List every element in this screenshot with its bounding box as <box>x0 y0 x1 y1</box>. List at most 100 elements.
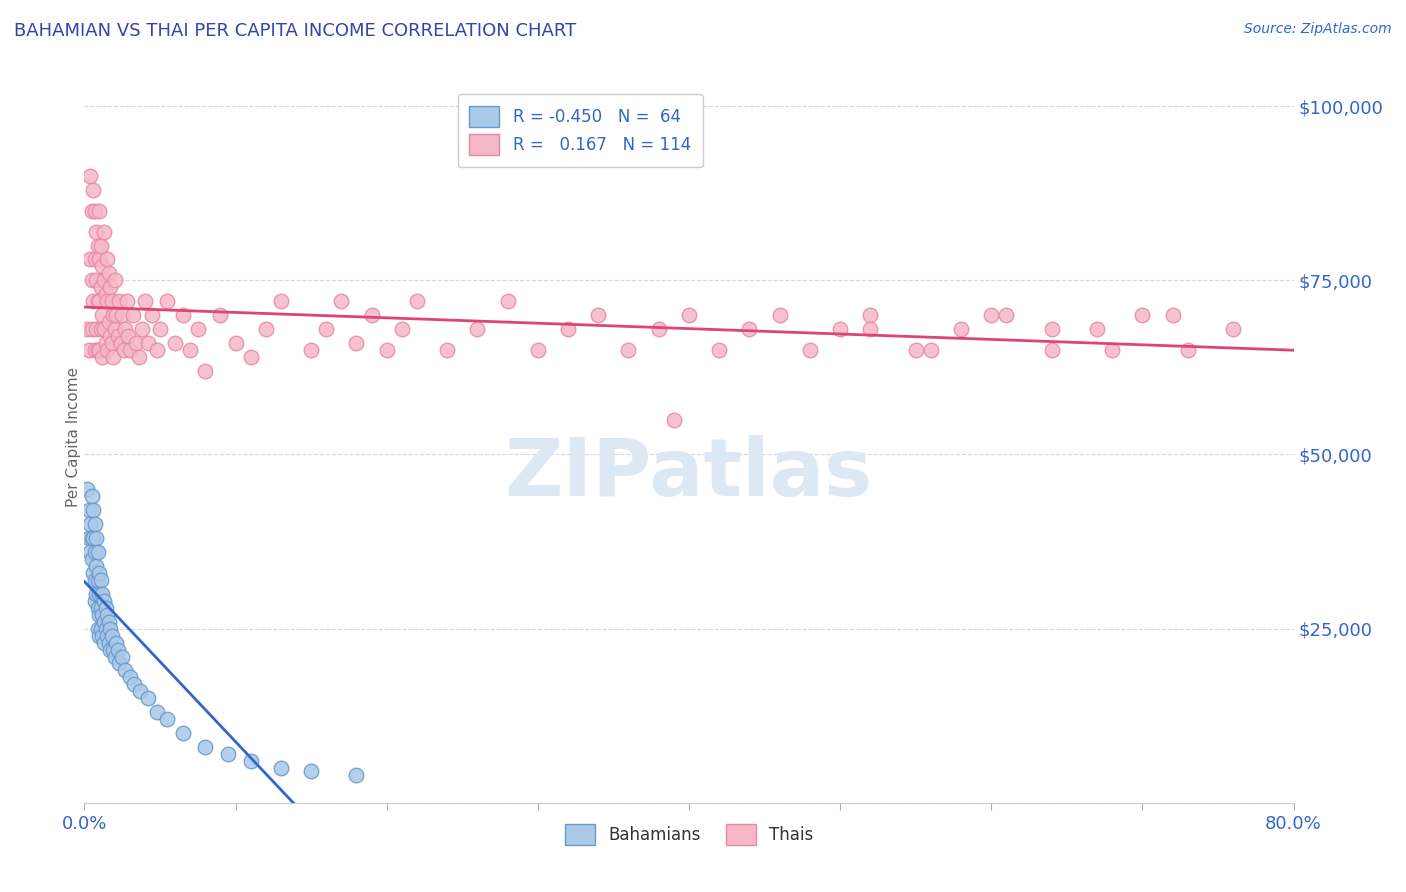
Point <box>93 635 115 649</box>
Point <box>187 322 209 336</box>
Point <box>114 664 136 678</box>
Point <box>96 607 118 622</box>
Point <box>360 308 382 322</box>
Point <box>86 531 108 545</box>
Point <box>1085 322 1108 336</box>
Point <box>118 670 141 684</box>
Point <box>87 622 110 636</box>
Point <box>830 322 852 336</box>
Point <box>94 622 117 636</box>
Point <box>239 754 262 768</box>
Point <box>90 622 112 636</box>
Point <box>86 225 108 239</box>
Point <box>87 545 110 559</box>
Point <box>709 343 731 357</box>
Point <box>101 308 124 322</box>
Point <box>97 266 120 280</box>
Text: BAHAMIAN VS THAI PER CAPITA INCOME CORRELATION CHART: BAHAMIAN VS THAI PER CAPITA INCOME CORRE… <box>14 22 576 40</box>
Point <box>330 294 353 309</box>
Point <box>136 691 159 706</box>
Point <box>129 684 152 698</box>
Point <box>87 573 110 587</box>
Point <box>467 322 489 336</box>
Point <box>91 260 114 274</box>
Point <box>172 308 194 322</box>
Point <box>91 308 114 322</box>
Point <box>80 489 103 503</box>
Y-axis label: Per Capita Income: Per Capita Income <box>66 367 80 508</box>
Point <box>1040 343 1063 357</box>
Point <box>100 294 122 309</box>
Point <box>346 768 368 782</box>
Point <box>84 545 107 559</box>
Point <box>100 336 122 351</box>
Point <box>738 322 761 336</box>
Point <box>107 329 129 343</box>
Point <box>89 587 111 601</box>
Point <box>90 600 112 615</box>
Point <box>80 322 103 336</box>
Point <box>94 600 117 615</box>
Point <box>89 203 111 218</box>
Point <box>90 573 112 587</box>
Point <box>496 294 519 309</box>
Point <box>90 280 112 294</box>
Point <box>76 322 98 336</box>
Point <box>904 343 927 357</box>
Point <box>89 566 111 580</box>
Point <box>79 252 101 267</box>
Point <box>118 343 141 357</box>
Point <box>84 252 107 267</box>
Point <box>94 287 117 301</box>
Point <box>93 273 115 287</box>
Point <box>89 629 111 643</box>
Point <box>104 649 127 664</box>
Point <box>93 225 115 239</box>
Point <box>662 412 685 426</box>
Point <box>79 169 101 183</box>
Point <box>117 329 139 343</box>
Point <box>194 364 217 378</box>
Point <box>315 322 337 336</box>
Point <box>270 761 292 775</box>
Point <box>375 343 398 357</box>
Point <box>1130 308 1153 322</box>
Point <box>121 308 143 322</box>
Point <box>84 343 107 357</box>
Point <box>406 294 429 309</box>
Point <box>86 322 108 336</box>
Point <box>80 552 103 566</box>
Point <box>91 350 114 364</box>
Point <box>97 315 120 329</box>
Point <box>859 322 882 336</box>
Point <box>80 203 103 218</box>
Point <box>86 587 108 601</box>
Point <box>131 322 153 336</box>
Point <box>115 294 138 309</box>
Point <box>79 517 101 532</box>
Point <box>859 308 882 322</box>
Point <box>77 531 100 545</box>
Point <box>107 642 129 657</box>
Point <box>84 517 107 532</box>
Point <box>141 308 163 322</box>
Point <box>995 308 1018 322</box>
Point <box>165 336 187 351</box>
Point <box>254 322 277 336</box>
Point <box>98 622 121 636</box>
Point <box>799 343 821 357</box>
Point <box>1222 322 1244 336</box>
Point <box>80 531 103 545</box>
Point <box>557 322 579 336</box>
Point <box>146 343 169 357</box>
Point <box>89 607 111 622</box>
Point <box>79 545 101 559</box>
Point <box>108 657 131 671</box>
Point <box>82 531 104 545</box>
Point <box>114 322 136 336</box>
Point <box>156 294 179 309</box>
Point <box>156 712 179 726</box>
Point <box>77 343 100 357</box>
Legend: Bahamians, Thais: Bahamians, Thais <box>553 812 825 856</box>
Point <box>96 252 118 267</box>
